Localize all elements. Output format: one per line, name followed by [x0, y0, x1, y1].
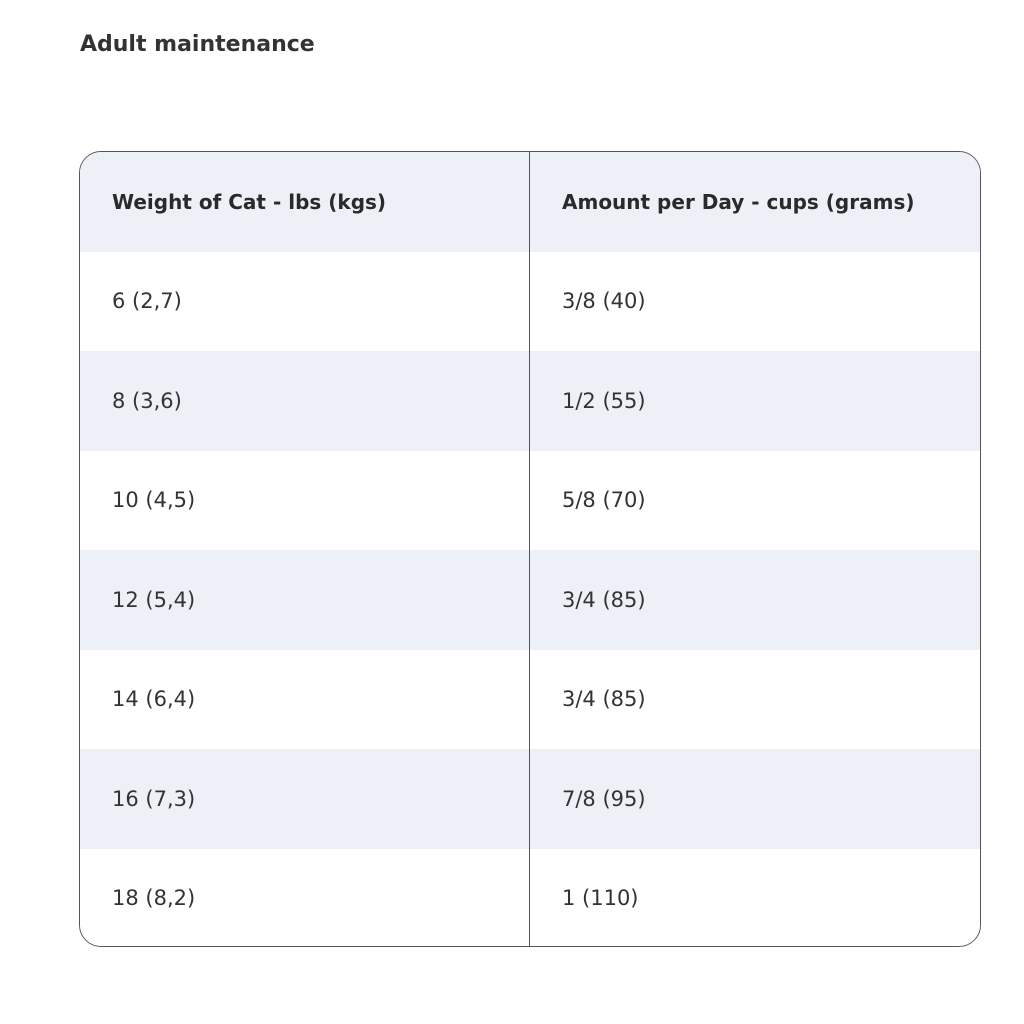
table-cell: 1 (110)	[562, 886, 639, 911]
table-cell: 3/8 (40)	[562, 289, 646, 314]
table-cell: 6 (2,7)	[80, 251, 530, 351]
header-cell: Weight of Cat - lbs (kgs)	[80, 152, 530, 252]
table-row: 18 (8,2) 1 (110)	[80, 848, 980, 946]
table-row: 8 (3,6) 1/2 (55)	[80, 351, 980, 451]
table-cell: 3/4 (85)	[562, 687, 646, 712]
table-cell: 14 (6,4)	[80, 649, 530, 749]
heading: Adult maintenance	[80, 32, 315, 57]
table-cell: 5/8 (70)	[562, 488, 646, 513]
table-row: 16 (7,3) 7/8 (95)	[80, 749, 980, 849]
table-row: 14 (6,4) 3/4 (85)	[80, 649, 980, 749]
feeding-table: Weight of Cat - lbs (kgs) Amount per Day…	[79, 151, 981, 947]
table-row: 6 (2,7) 3/8 (40)	[80, 251, 980, 351]
table-cell: 12 (5,4)	[80, 550, 530, 650]
table-cell: 3/4 (85)	[562, 587, 646, 612]
table-cell: 16 (7,3)	[80, 749, 530, 849]
table-cell: 18 (8,2)	[80, 848, 530, 946]
table-cell: 1/2 (55)	[562, 388, 646, 413]
table-cell: 10 (4,5)	[80, 450, 530, 550]
header-cell: Amount per Day - cups (grams)	[562, 189, 915, 214]
table-row: 10 (4,5) 5/8 (70)	[80, 450, 980, 550]
header-row: Weight of Cat - lbs (kgs) Amount per Day…	[80, 152, 980, 252]
table-cell: 8 (3,6)	[80, 351, 530, 451]
table-row: 12 (5,4) 3/4 (85)	[80, 550, 980, 650]
table-cell: 7/8 (95)	[562, 786, 646, 811]
